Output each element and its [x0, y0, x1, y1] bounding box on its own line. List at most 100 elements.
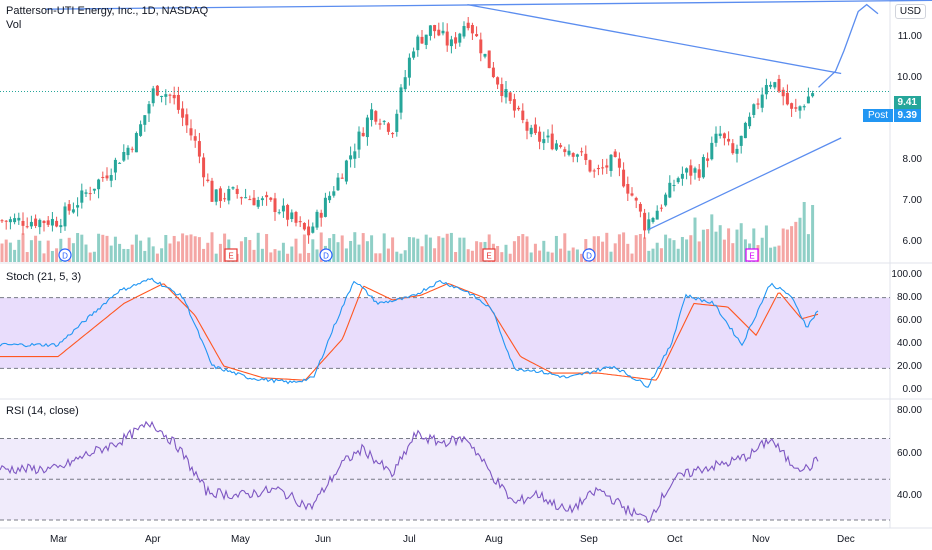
candle-body	[265, 195, 269, 198]
candle-body	[407, 57, 411, 78]
volume-bar	[302, 234, 306, 262]
volume-bar	[697, 241, 701, 262]
volume-bar	[659, 248, 663, 262]
volume-bar	[554, 235, 558, 262]
volume-bar	[197, 237, 201, 262]
candle-body	[126, 147, 130, 156]
candle-body	[4, 220, 8, 222]
event-marker-label: D	[586, 252, 592, 261]
stoch-axis-label: 20.00	[896, 361, 922, 372]
candle-body	[512, 99, 516, 111]
candle-body	[311, 226, 315, 233]
volume-bar	[374, 253, 378, 262]
post-price-tag: 9.39	[893, 109, 921, 122]
volume-bar	[676, 248, 680, 262]
volume-bar	[773, 246, 777, 262]
candle-body	[428, 25, 432, 36]
candle-body	[294, 212, 298, 223]
volume-bar	[71, 243, 75, 262]
volume-bar	[672, 240, 676, 262]
volume-bar	[189, 234, 193, 262]
candle-body	[722, 133, 726, 139]
volume-bar	[25, 252, 29, 262]
candle-body	[563, 149, 567, 153]
candle-body	[605, 165, 609, 168]
volume-bar	[609, 251, 613, 262]
volume-bar	[550, 252, 554, 262]
volume-bar	[500, 252, 504, 262]
candle-body	[139, 124, 143, 136]
volume-bar	[353, 232, 357, 262]
candle-body	[252, 197, 256, 206]
candle-body	[344, 160, 348, 182]
candle-body	[748, 116, 752, 127]
candle-body	[42, 220, 46, 224]
candle-body	[134, 133, 138, 153]
price-axis-label: 7.00	[902, 195, 922, 206]
candle-body	[475, 34, 479, 37]
candle-body	[588, 160, 592, 172]
candle-body	[315, 211, 319, 228]
earnings-marker	[745, 248, 759, 262]
candle-body	[17, 217, 21, 221]
volume-bar	[525, 236, 529, 262]
candle-body	[71, 209, 75, 213]
volume-bar	[798, 217, 802, 262]
volume-label: Vol	[6, 19, 22, 31]
candle-body	[391, 133, 395, 135]
volume-bar	[424, 234, 428, 262]
volume-bar	[67, 237, 71, 262]
candle-body	[672, 185, 676, 187]
volume-bar	[315, 249, 319, 262]
candle-body	[382, 120, 386, 122]
candle-body	[412, 51, 416, 58]
candle-body	[340, 177, 344, 179]
volume-bar	[248, 240, 252, 262]
projection-path	[818, 3, 879, 88]
candle-body	[395, 113, 399, 132]
stoch-k-line	[0, 277, 819, 388]
price-axis-label: 10.00	[896, 72, 922, 83]
candle-body	[676, 178, 680, 183]
candle-body	[164, 94, 168, 97]
volume-bar	[655, 242, 659, 262]
candle-body	[370, 109, 374, 121]
candle-body	[538, 131, 542, 142]
time-axis-label: Nov	[752, 534, 770, 545]
candle-body	[118, 162, 122, 164]
volume-bar	[395, 251, 399, 262]
volume-bar	[559, 248, 563, 262]
candle-body	[664, 194, 668, 206]
volume-bar	[638, 233, 642, 262]
candle-body	[130, 148, 134, 150]
volume-bar	[718, 225, 722, 262]
volume-bar	[126, 249, 130, 262]
candle-body	[735, 148, 739, 154]
candle-body	[353, 151, 357, 159]
time-axis-label: Jun	[315, 534, 332, 545]
volume-bar	[508, 253, 512, 262]
candle-body	[609, 154, 613, 171]
candle-body	[449, 39, 453, 47]
volume-bar	[92, 251, 96, 262]
candle-body	[533, 124, 537, 134]
volume-bar	[538, 250, 542, 262]
candle-body	[97, 179, 101, 190]
volume-bar	[529, 252, 533, 262]
stoch-axis-label: 0.00	[902, 384, 922, 395]
candle-body	[634, 197, 638, 201]
volume-bar	[370, 235, 374, 262]
volume-bar	[592, 236, 596, 262]
volume-bar	[739, 223, 743, 262]
candle-body	[424, 34, 428, 45]
candle-body	[479, 39, 483, 54]
volume-bar	[80, 234, 84, 262]
volume-bar	[252, 249, 256, 262]
candle-body	[302, 222, 306, 230]
currency-button[interactable]: USD	[894, 4, 926, 19]
volume-bar	[134, 234, 138, 262]
candle-body	[298, 221, 302, 223]
volume-bar	[811, 205, 815, 262]
volume-bar	[319, 232, 323, 262]
